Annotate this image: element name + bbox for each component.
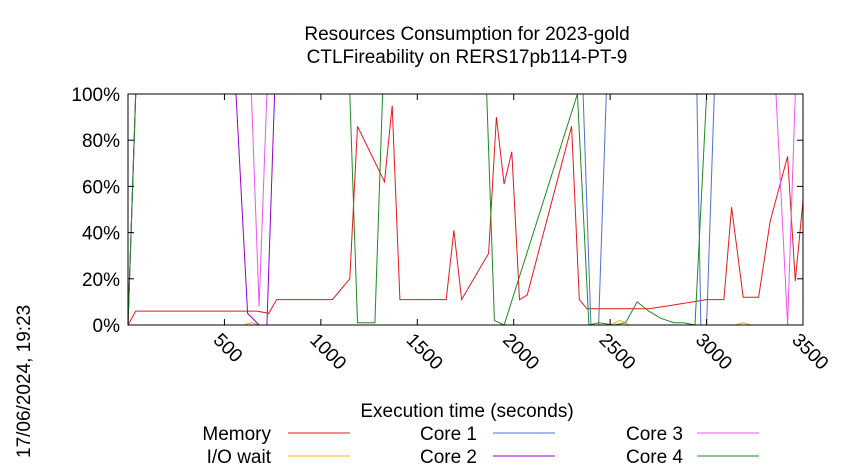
legend-label-memory: Memory [202,424,271,445]
chart-title: Resources Consumption for 2023-gold [304,24,629,45]
series-line-core-1 [127,93,803,326]
chart-subtitle: CTLFireability on RERS17pb114-PT-9 [307,47,628,68]
legend-label-core-4: Core 4 [626,447,683,468]
plot-frame [127,93,804,326]
series-line-i-o-wait [128,319,803,326]
legend-label-i-o-wait: I/O wait [207,447,272,468]
x-tick-label: 500 [209,330,246,367]
series-line-core-4 [127,93,803,326]
x-tick-label: 1500 [402,330,447,375]
plot-lines [127,93,804,326]
x-tick-label: 3000 [691,330,736,375]
y-tick-label: 60% [82,177,120,198]
series-line-memory [127,105,804,326]
x-tick-label: 3500 [787,330,832,375]
timestamp: 17/06/2024, 19:23 [14,305,35,458]
y-tick-label: 40% [82,224,120,245]
x-tick-label: 1000 [305,330,350,375]
legend-label-core-3: Core 3 [626,424,683,445]
y-tick-label: 20% [82,270,120,291]
y-tick-label: 0% [93,316,121,337]
x-axis-label: Execution time (seconds) [360,401,573,422]
legend-label-core-1: Core 1 [420,424,477,445]
x-tick-label: 2500 [595,330,640,375]
series-line-core-2 [127,93,803,326]
x-tick-label: 2000 [498,330,543,375]
x-axis: 500 1000 1500 2000 2500 3000 3500 [209,94,832,374]
y-tick-label: 80% [82,131,120,152]
y-axis: 0% 20% 40% 60% 80% 100% [71,85,803,337]
series-line-core-3 [127,93,803,326]
y-tick-label: 100% [71,85,120,106]
legend-label-core-2: Core 2 [420,447,477,468]
